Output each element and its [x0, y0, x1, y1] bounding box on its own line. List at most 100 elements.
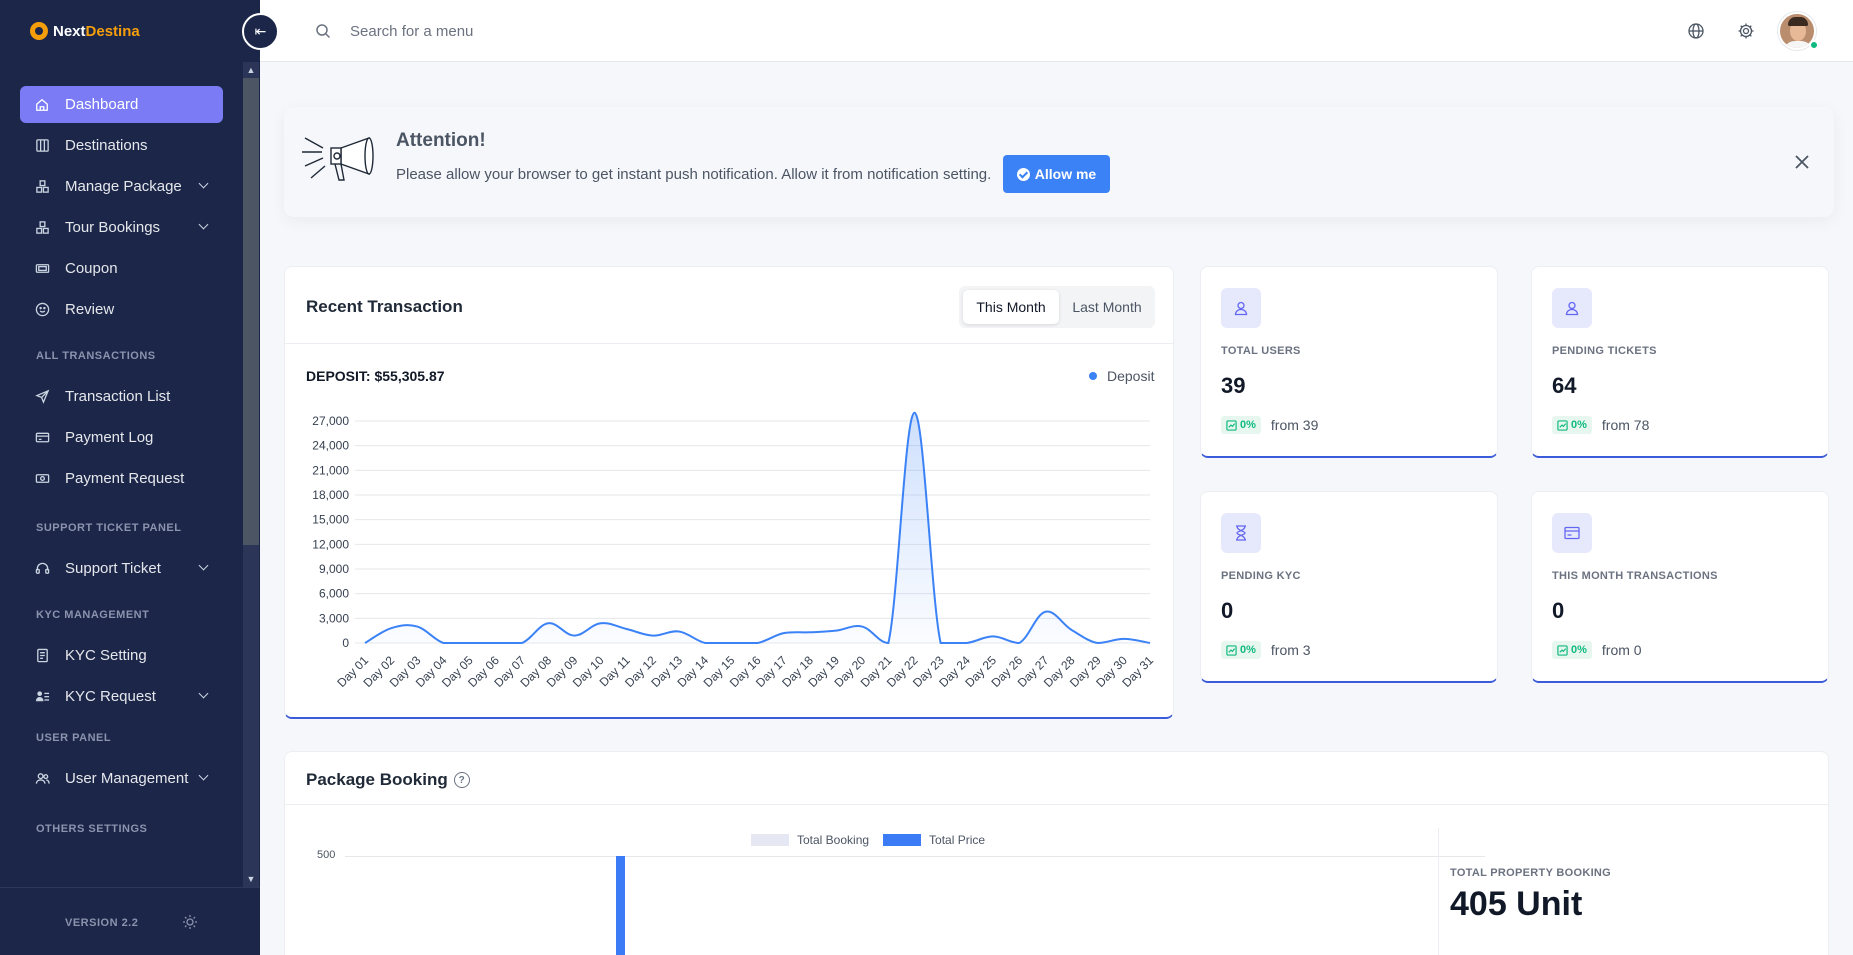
card-title: Package Booking ?: [306, 770, 470, 790]
nav-section-title: USER PANEL: [36, 732, 112, 744]
percent-value: 0%: [1571, 419, 1587, 431]
topbar: [260, 0, 1853, 62]
nav-section-title: ALL TRANSACTIONS: [36, 350, 156, 362]
sidebar: Next Destina Dashboard Destinations Manag…: [0, 0, 260, 955]
percent-badge: 0%: [1552, 641, 1592, 659]
card-title: Recent Transaction: [306, 297, 463, 316]
trend-up-icon: [1226, 644, 1237, 656]
smile-icon: [34, 302, 50, 318]
series-line-deposit: [364, 411, 1151, 645]
legend-label[interactable]: Total Price: [929, 833, 986, 847]
close-icon[interactable]: [1794, 154, 1810, 175]
search-input[interactable]: [350, 18, 750, 44]
stat-change: 0% from 78: [1552, 416, 1649, 434]
stat-value: 0: [1221, 598, 1234, 623]
sidebar-item-kyc-request[interactable]: KYC Request: [20, 678, 223, 715]
sidebar-scrollbar-thumb[interactable]: [243, 78, 259, 545]
sidebar-item-user-management[interactable]: User Management: [20, 760, 223, 797]
y-tick-label: 500: [317, 849, 336, 861]
sidebar-item-label: Transaction List: [65, 388, 171, 405]
tab-last-month[interactable]: Last Month: [1072, 299, 1142, 315]
sidebar-item-manage-package[interactable]: Manage Package: [20, 168, 223, 205]
legend-label[interactable]: Total Booking: [797, 833, 870, 847]
stat-card-pending-tickets: PENDING TICKETS 64 0% from 78: [1531, 266, 1829, 458]
headset-icon: [34, 561, 50, 577]
megaphone-icon: [301, 130, 383, 193]
sidebar-item-label: Support Ticket: [65, 560, 161, 577]
sidebar-item-label: KYC Request: [65, 688, 156, 705]
percent-badge: 0%: [1552, 416, 1592, 434]
sidebar-item-coupon[interactable]: Coupon: [20, 250, 223, 287]
nav-section-title: KYC MANAGEMENT: [36, 609, 150, 621]
sidebar-item-transaction-list[interactable]: Transaction List: [20, 378, 223, 415]
sidebar-item-destinations[interactable]: Destinations: [20, 127, 223, 164]
nav-section-title: OTHERS SETTINGS: [36, 823, 148, 835]
y-tick-label: 18,000: [312, 488, 349, 502]
bar-total-price[interactable]: [616, 856, 625, 955]
brand-logo[interactable]: Next Destina: [30, 22, 140, 40]
legend-dot: [1089, 372, 1097, 380]
notification-alert: Attention! Please allow your browser to …: [284, 107, 1834, 217]
package-icon: [34, 220, 50, 236]
money-icon: [34, 471, 50, 487]
user-list-icon: [34, 689, 50, 705]
y-tick-label: 9,000: [319, 562, 349, 576]
users-icon: [34, 771, 50, 787]
avatar-hair: [1788, 17, 1808, 26]
sidebar-item-label: User Management: [65, 770, 189, 787]
nav-section-title: SUPPORT TICKET PANEL: [36, 522, 182, 534]
stat-value: 0: [1552, 598, 1565, 623]
percent-value: 0%: [1240, 419, 1256, 431]
sidebar-item-label: KYC Setting: [65, 647, 147, 664]
home-icon: [34, 97, 50, 113]
sidebar-item-dashboard[interactable]: Dashboard: [20, 86, 223, 123]
sidebar-item-review[interactable]: Review: [20, 291, 223, 328]
tab-this-month[interactable]: This Month: [963, 290, 1059, 324]
allow-button-label: Allow me: [1034, 166, 1097, 182]
y-tick-label: 3,000: [319, 611, 349, 625]
trend-up-icon: [1557, 419, 1568, 431]
doc-icon: [34, 648, 50, 664]
deposit-total: DEPOSIT: $55,305.87: [306, 368, 445, 384]
sidebar-item-kyc-setting[interactable]: KYC Setting: [20, 637, 223, 674]
trend-up-icon: [1557, 644, 1568, 656]
card-icon: [1552, 513, 1592, 553]
gridline: [345, 856, 1485, 857]
stat-change: 0% from 39: [1221, 416, 1318, 434]
logo-icon: [30, 22, 48, 40]
scroll-down-arrow-icon[interactable]: ▼: [246, 874, 256, 884]
sun-icon[interactable]: [182, 914, 198, 930]
gear-icon[interactable]: [1737, 22, 1755, 45]
divider: [1438, 828, 1439, 955]
y-tick-label: 27,000: [312, 414, 349, 428]
sidebar-footer: VERSION 2.2: [0, 887, 260, 955]
chart-legend: Deposit: [1089, 368, 1154, 384]
sidebar-item-label: Payment Log: [65, 429, 154, 446]
stat-card-month-transactions: THIS MONTH TRANSACTIONS 0 0% from 0: [1531, 491, 1829, 683]
version-label: VERSION 2.2: [65, 917, 139, 929]
hourglass-icon: [1221, 513, 1261, 553]
sidebar-item-payment-log[interactable]: Payment Log: [20, 419, 223, 456]
user-icon: [1221, 288, 1261, 328]
legend-label: Deposit: [1107, 368, 1155, 384]
package-booking-card: Package Booking ? Total Booking Total Pr…: [284, 751, 1829, 955]
sidebar-item-support-ticket[interactable]: Support Ticket: [20, 550, 223, 587]
stat-label: TOTAL USERS: [1221, 345, 1301, 357]
stat-from: from 0: [1601, 642, 1642, 658]
stat-change: 0% from 0: [1552, 641, 1642, 659]
avatar-face: [1790, 21, 1806, 41]
scroll-up-arrow-icon[interactable]: ▲: [246, 65, 256, 75]
help-icon[interactable]: ?: [453, 772, 470, 788]
stat-label: PENDING KYC: [1221, 570, 1301, 582]
allow-notification-button[interactable]: Allow me: [1003, 155, 1110, 193]
sidebar-item-payment-request[interactable]: Payment Request: [20, 460, 223, 497]
check-circle-icon: [1016, 167, 1030, 181]
package-icon: [34, 179, 50, 195]
chevron-down-icon: [198, 770, 209, 781]
stat-card-pending-kyc: PENDING KYC 0 0% from 3: [1200, 491, 1498, 683]
sidebar-item-tour-bookings[interactable]: Tour Bookings: [20, 209, 223, 246]
globe-icon[interactable]: [1687, 22, 1705, 45]
percent-badge: 0%: [1221, 641, 1261, 659]
send-icon: [34, 389, 50, 405]
sidebar-collapse-button[interactable]: ⇤: [242, 13, 279, 50]
